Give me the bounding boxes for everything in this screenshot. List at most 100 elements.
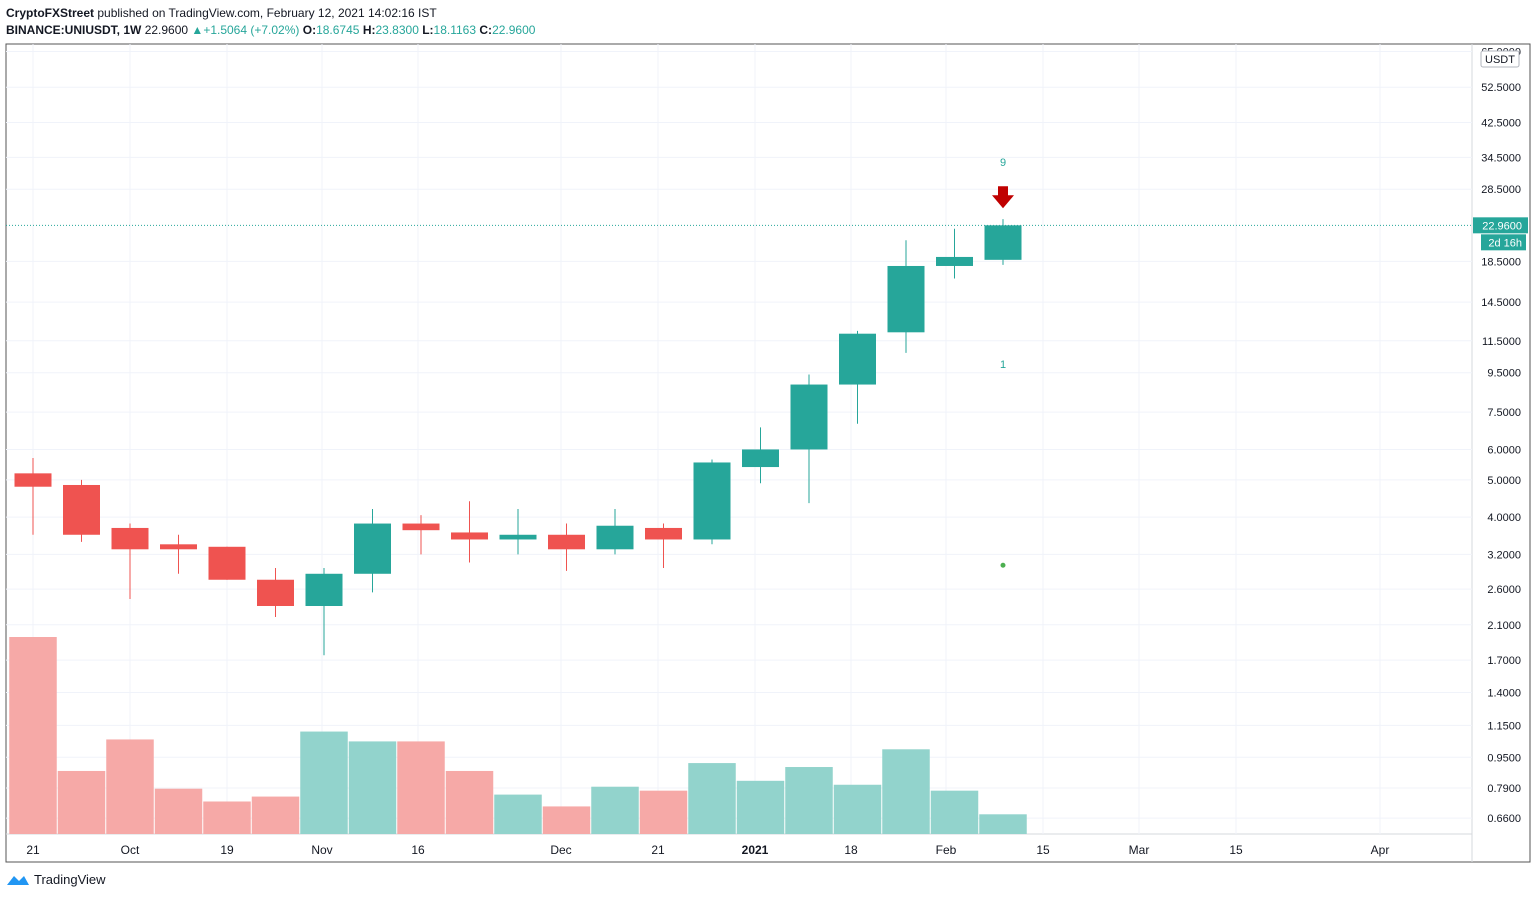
y-tick-label: 2.1000 bbox=[1487, 620, 1521, 632]
y-tick-label: 0.6600 bbox=[1487, 813, 1521, 825]
published-text: published on TradingView.com, February 1… bbox=[97, 6, 437, 20]
volume-bar bbox=[833, 784, 882, 834]
x-tick-label: 18 bbox=[844, 843, 858, 857]
y-tick-label: 3.2000 bbox=[1487, 549, 1521, 561]
currency-label-box bbox=[1480, 50, 1520, 68]
candle-body bbox=[257, 579, 294, 606]
open-value: 18.6745 bbox=[316, 23, 360, 37]
td-count-label: 9 bbox=[1000, 157, 1006, 169]
y-tick-label: 18.5000 bbox=[1481, 256, 1521, 268]
tradingview-logo-icon bbox=[7, 875, 29, 885]
chart-frame bbox=[5, 43, 1531, 863]
candle-body bbox=[839, 333, 876, 385]
footer-brand[interactable]: TradingView bbox=[6, 872, 106, 887]
y-tick-label: 11.5000 bbox=[1482, 336, 1521, 348]
x-tick-label: Dec bbox=[550, 843, 571, 857]
volume-bar bbox=[57, 770, 106, 834]
candle-body bbox=[499, 534, 537, 540]
candle-body bbox=[645, 527, 682, 540]
y-tick-label: 52.5000 bbox=[1481, 82, 1521, 94]
volume-bar bbox=[591, 786, 639, 834]
x-tick-label: Feb bbox=[936, 843, 957, 857]
y-tick-label: 2.6000 bbox=[1487, 584, 1521, 596]
candle-body bbox=[208, 546, 246, 580]
candle-body bbox=[402, 523, 440, 531]
td-count-label: 1 bbox=[1000, 359, 1006, 371]
low-label: L: bbox=[422, 23, 434, 37]
candle-body bbox=[693, 462, 731, 540]
volume-bar bbox=[930, 790, 979, 834]
volume-bar bbox=[251, 796, 300, 834]
x-tick-label: 15 bbox=[1229, 843, 1243, 857]
countdown-box bbox=[1481, 234, 1526, 251]
candle-body bbox=[936, 256, 973, 266]
x-tick-label: 21 bbox=[26, 843, 40, 857]
high-value: 23.8300 bbox=[375, 23, 419, 37]
y-tick-label: 28.5000 bbox=[1481, 184, 1521, 196]
x-tick-label: 21 bbox=[651, 843, 665, 857]
last-price-box bbox=[1473, 217, 1528, 234]
volume-bar bbox=[639, 790, 688, 834]
candle-body bbox=[887, 265, 925, 333]
x-tick-label: Oct bbox=[121, 843, 140, 857]
volume-bar bbox=[736, 780, 785, 834]
symbol-name: BINANCE:UNIUSDT, 1W bbox=[6, 23, 142, 37]
last-price: 22.9600 bbox=[144, 23, 189, 37]
y-tick-label: 5.0000 bbox=[1487, 475, 1521, 487]
volume-bar bbox=[397, 741, 445, 834]
low-value: 18.1163 bbox=[433, 23, 477, 37]
volume-bar bbox=[494, 794, 542, 834]
candle-body bbox=[742, 449, 779, 468]
y-tick-label: 34.5000 bbox=[1481, 152, 1521, 164]
candle-body bbox=[790, 384, 828, 450]
y-tick-label: 14.5000 bbox=[1481, 297, 1521, 309]
y-tick-label: 42.5000 bbox=[1481, 117, 1521, 129]
volume-bar bbox=[542, 806, 591, 834]
symbol-info: BINANCE:UNIUSDT, 1W 22.9600 ▲+1.5064 (+7… bbox=[6, 23, 535, 37]
open-label: O: bbox=[302, 23, 317, 37]
candle-body bbox=[63, 484, 100, 535]
candle-body bbox=[596, 525, 634, 550]
sell-arrow-icon bbox=[992, 186, 1014, 209]
volume-bar bbox=[882, 749, 930, 834]
y-tick-label: 1.1500 bbox=[1487, 720, 1521, 732]
x-tick-label: 15 bbox=[1036, 843, 1050, 857]
high-label: H: bbox=[362, 23, 376, 37]
y-tick-label: 6.0000 bbox=[1487, 444, 1521, 456]
y-tick-label: 9.5000 bbox=[1487, 368, 1521, 380]
countdown-label: 2d 16h bbox=[1488, 237, 1522, 249]
candle-body bbox=[160, 544, 197, 550]
volume-bar bbox=[9, 637, 57, 834]
brand-name: TradingView bbox=[34, 872, 106, 887]
candle-body bbox=[548, 534, 585, 550]
candle-body bbox=[14, 473, 52, 487]
x-tick-label: Nov bbox=[311, 843, 332, 857]
volume-bar bbox=[688, 763, 736, 834]
x-tick-label: 16 bbox=[411, 843, 425, 857]
y-tick-label: 0.9500 bbox=[1487, 752, 1521, 764]
up-triangle-icon: ▲ bbox=[191, 23, 204, 37]
signal-dot bbox=[1000, 562, 1006, 568]
publish-info: CryptoFXStreet published on TradingView.… bbox=[6, 6, 437, 20]
last-price-label: 22.9600 bbox=[1482, 220, 1522, 232]
candle-body bbox=[305, 573, 343, 606]
y-tick-label: 7.5000 bbox=[1487, 407, 1521, 419]
volume-bar bbox=[203, 801, 251, 834]
y-tick-label: 1.4000 bbox=[1487, 687, 1521, 699]
x-tick-label: 2021 bbox=[742, 843, 769, 857]
close-label: C: bbox=[479, 23, 493, 37]
x-tick-label: Apr bbox=[1371, 843, 1390, 857]
y-tick-label: 1.7000 bbox=[1487, 655, 1521, 667]
candle-body bbox=[111, 527, 149, 550]
y-tick-label: 0.7900 bbox=[1487, 783, 1521, 795]
volume-bar bbox=[785, 767, 833, 834]
volume-bar bbox=[154, 788, 203, 834]
volume-bar bbox=[106, 739, 154, 834]
volume-bar bbox=[979, 814, 1027, 834]
close-value: 22.9600 bbox=[492, 23, 536, 37]
candle-body bbox=[984, 225, 1022, 260]
price-change: +1.5064 (+7.02%) bbox=[203, 23, 300, 37]
x-tick-label: 19 bbox=[220, 843, 234, 857]
candle-body bbox=[354, 523, 391, 574]
